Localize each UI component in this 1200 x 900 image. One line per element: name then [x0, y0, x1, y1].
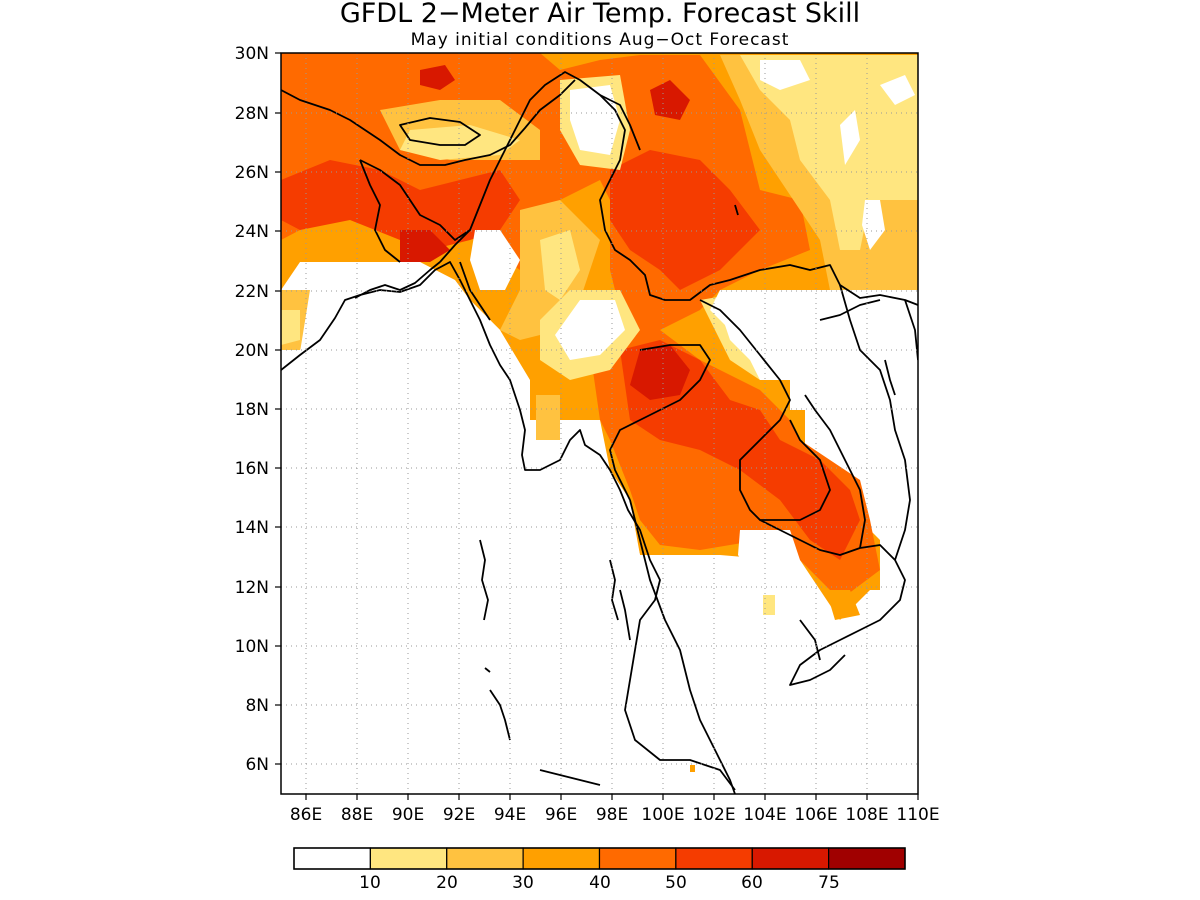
colorbar-label: 10 [359, 873, 381, 893]
colorbar-swatches [293, 847, 906, 870]
colorbar-swatch [522, 847, 601, 870]
colorbar-label: 40 [589, 873, 611, 893]
colorbar-swatch [598, 847, 677, 870]
lon-label: 102E [692, 805, 735, 825]
lat-label: 26N [235, 163, 269, 183]
lon-label: 100E [641, 805, 684, 825]
lon-label: 108E [845, 805, 888, 825]
longitude-labels: 86E 88E 90E 92E 94E 96E 98E 100E 102E 10… [290, 805, 940, 825]
lon-label: 98E [596, 805, 628, 825]
lon-label: 106E [794, 805, 837, 825]
lat-label: 24N [235, 222, 269, 242]
lon-label: 86E [290, 805, 322, 825]
lon-label: 110E [896, 805, 939, 825]
colorbar-swatch [293, 847, 371, 870]
lon-label: 90E [392, 805, 424, 825]
lat-label: 22N [235, 282, 269, 302]
lat-label: 20N [235, 341, 269, 361]
chart-title: GFDL 2−Meter Air Temp. Forecast Skill [340, 0, 860, 29]
colorbar-swatch [369, 847, 448, 870]
lat-label: 10N [235, 637, 269, 657]
map-panel [281, 53, 918, 794]
colorbar: 10 20 30 40 50 60 75 [293, 847, 906, 893]
chart-subtitle: May initial conditions Aug−Oct Forecast [411, 30, 790, 50]
colorbar-swatch [675, 847, 753, 870]
lon-label: 88E [341, 805, 373, 825]
colorbar-labels: 10 20 30 40 50 60 75 [359, 873, 840, 893]
map-frame [280, 52, 919, 795]
colorbar-label: 60 [741, 873, 763, 893]
colorbar-swatch [446, 847, 524, 870]
lat-label: 28N [235, 104, 269, 124]
lon-label: 92E [443, 805, 475, 825]
tick-marks [275, 52, 919, 800]
latitude-labels: 30N 28N 26N 24N 22N 20N 18N 16N 14N 12N … [235, 44, 269, 775]
map-gridlines [281, 53, 918, 794]
colorbar-swatch [751, 847, 830, 870]
colorbar-label: 75 [818, 873, 840, 893]
lat-label: 12N [235, 578, 269, 598]
lat-label: 8N [245, 696, 269, 716]
colorbar-label: 50 [665, 873, 687, 893]
lat-label: 6N [245, 755, 269, 775]
coastlines-and-borders [281, 71, 918, 794]
lat-label: 30N [235, 44, 269, 64]
lon-label: 94E [494, 805, 526, 825]
colorbar-label: 20 [436, 873, 458, 893]
lon-label: 104E [743, 805, 786, 825]
lon-label: 96E [545, 805, 577, 825]
lat-label: 18N [235, 400, 269, 420]
lat-label: 14N [235, 518, 269, 538]
colorbar-label: 30 [512, 873, 534, 893]
skill-shading [281, 53, 918, 794]
colorbar-frame [293, 847, 906, 870]
lat-label: 16N [235, 459, 269, 479]
colorbar-swatch [828, 847, 906, 870]
